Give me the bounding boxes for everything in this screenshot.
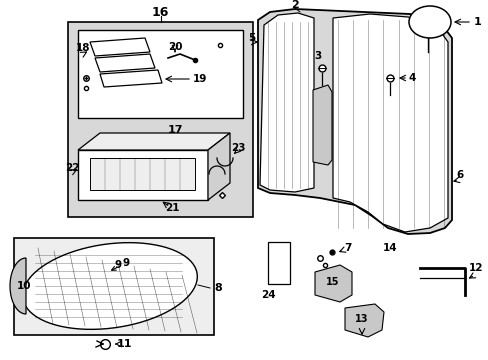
Text: 2: 2 [290,0,298,10]
Polygon shape [207,133,229,200]
Bar [78,30,243,118]
Polygon shape [100,70,162,87]
Ellipse shape [408,6,450,38]
Text: 3: 3 [314,51,321,61]
Polygon shape [95,54,155,72]
Text: 18: 18 [76,43,90,53]
Polygon shape [260,13,313,192]
Bar [78,150,207,200]
Text: 17: 17 [167,125,183,135]
Polygon shape [312,85,331,165]
Polygon shape [10,258,26,314]
Text: 12: 12 [468,263,482,273]
Text: 4: 4 [407,73,415,83]
Text: 21: 21 [164,203,179,213]
Polygon shape [332,14,447,232]
Text: 16: 16 [151,5,169,18]
Text: 13: 13 [354,314,368,324]
Text: 1: 1 [473,17,481,27]
Bar [68,22,252,217]
Text: 19: 19 [192,74,207,84]
Text: 23: 23 [230,143,245,153]
Text: 24: 24 [260,290,275,300]
Text: 15: 15 [325,277,339,287]
Text: 8: 8 [214,283,222,293]
Bar [14,238,214,335]
Text: 10: 10 [17,281,31,291]
Text: 9: 9 [114,260,122,270]
Text: 5: 5 [248,33,255,43]
Polygon shape [78,133,229,150]
Text: 7: 7 [344,243,351,253]
Polygon shape [258,9,451,234]
Polygon shape [22,243,197,329]
Text: 22: 22 [64,163,79,173]
Text: 9: 9 [111,258,129,270]
Polygon shape [345,304,383,337]
Bar [90,158,195,190]
Polygon shape [90,38,150,56]
Text: 11: 11 [116,339,131,349]
Text: 20: 20 [167,42,182,52]
Text: 14: 14 [382,243,397,253]
Text: 6: 6 [455,170,463,180]
Bar [267,242,289,284]
Polygon shape [314,265,351,302]
